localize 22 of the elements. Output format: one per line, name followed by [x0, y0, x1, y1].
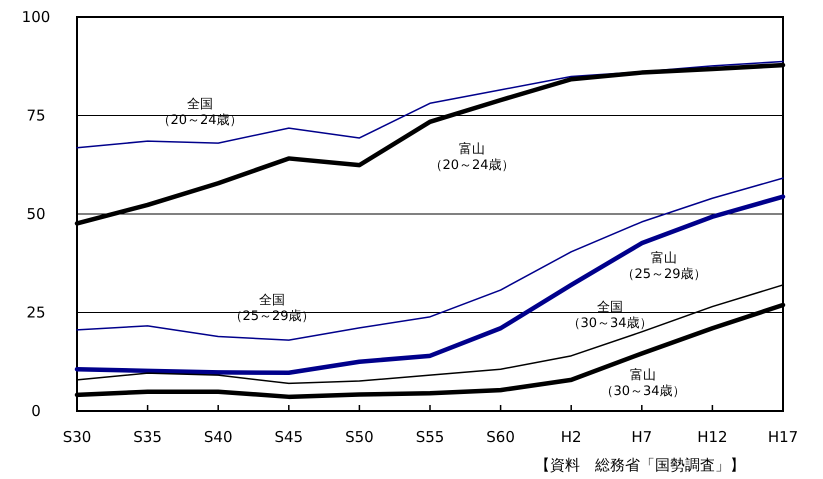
series-label: 富山（20～24歳） [429, 141, 515, 173]
y-tick-label: 0 [31, 402, 41, 420]
x-tick-label: S50 [345, 428, 374, 446]
line-series [76, 177, 784, 341]
x-tick-label: S55 [416, 428, 444, 446]
x-tick-label: H2 [560, 428, 582, 446]
x-tick-label: S30 [62, 428, 92, 446]
series-label: 全国（30～34歳） [567, 300, 653, 331]
series-label: 富山（30～34歳） [600, 367, 686, 399]
y-tick-label: 100 [22, 8, 50, 26]
y-tick-label: 75 [26, 106, 46, 124]
x-tick-label: H12 [697, 428, 728, 446]
y-tick-label: 25 [26, 304, 46, 322]
x-tick-label: H17 [768, 428, 798, 446]
x-tick-label: S40 [204, 428, 233, 446]
text: 【資料 総務省「国勢調査」】 [535, 456, 745, 474]
x-tick-label: S45 [274, 428, 304, 446]
x-tick-label: H7 [631, 428, 652, 446]
x-tick-label: S60 [486, 428, 515, 446]
y-tick-label: 50 [26, 205, 46, 223]
x-tick-label: S35 [133, 428, 162, 446]
series-label: 富山（25～29歳） [621, 250, 707, 282]
